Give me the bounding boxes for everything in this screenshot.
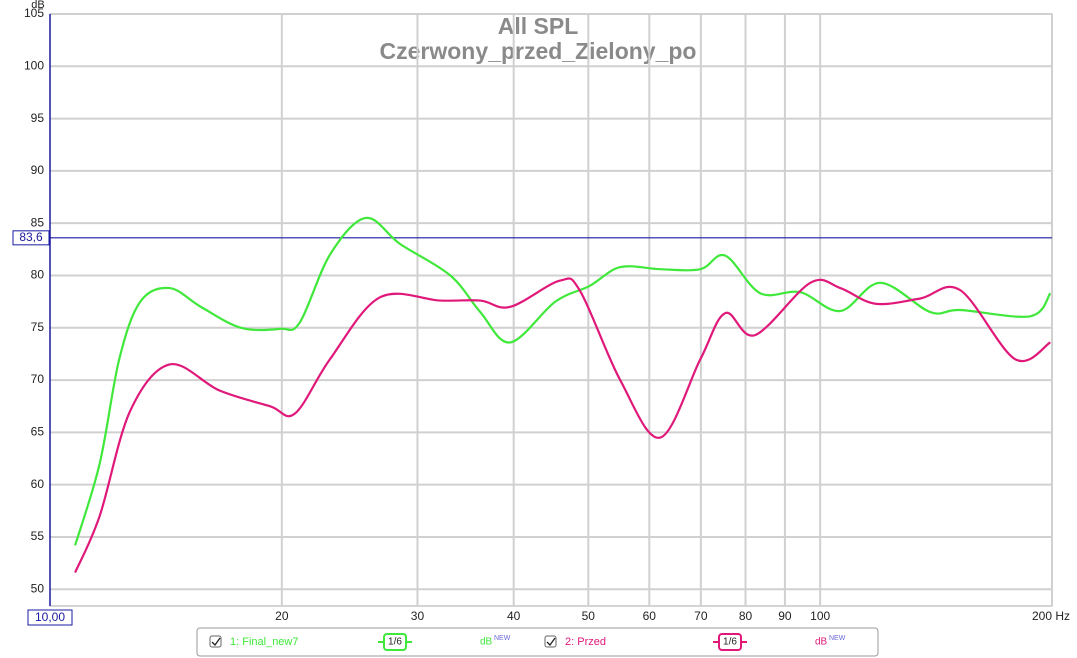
x-tick-label: 90 — [778, 609, 792, 623]
legend-label: 2: Przed — [565, 636, 606, 648]
y-tick-label: 70 — [31, 372, 45, 386]
unit-label: dB — [815, 637, 828, 648]
x-tick-label: 100 — [810, 609, 830, 623]
unit-badge: NEW — [829, 635, 846, 642]
cursor-box — [27, 609, 73, 626]
checkmark — [546, 637, 556, 647]
y-tick-label: 95 — [31, 111, 45, 125]
series-line — [74, 277, 1051, 573]
y-tick-label: 105 — [24, 6, 44, 20]
y-tick-label: 90 — [31, 163, 45, 177]
smoothing-box — [718, 633, 742, 651]
checkmark — [211, 637, 221, 647]
x-tick-label: 70 — [694, 609, 708, 623]
x-tick-label: 60 — [643, 609, 657, 623]
y-tick-label: 85 — [31, 215, 45, 229]
smoothing-box — [383, 633, 407, 651]
x-tick-label: 30 — [411, 609, 425, 623]
legend-label: 1: Final_new7 — [230, 636, 299, 648]
x-tick-label: 20 — [275, 609, 289, 623]
cursor-x-label: 10,00 — [35, 610, 65, 624]
x-tick-label: 40 — [507, 609, 521, 623]
unit-label: dB — [480, 637, 493, 648]
y-tick-label: 50 — [31, 581, 45, 595]
checkbox — [209, 635, 222, 648]
smoothing-label: 1/6 — [723, 637, 737, 648]
series-line — [74, 216, 1052, 546]
chart-title: All SPL — [498, 13, 579, 39]
y-tick-label: 75 — [31, 320, 45, 334]
smoothing-label: 1/6 — [388, 637, 402, 648]
y-tick-label: 55 — [31, 529, 45, 543]
y-tick-label: 100 — [24, 58, 44, 72]
x-tick-label: 80 — [739, 609, 753, 623]
cursor-y-label: 83,6 — [19, 230, 43, 244]
x-tick-label: 200 Hz — [1032, 609, 1070, 623]
x-tick-label: 50 — [582, 609, 596, 623]
legend — [196, 627, 879, 657]
cursor-box — [12, 230, 50, 246]
y-tick-label: 80 — [31, 268, 45, 282]
unit-badge: NEW — [494, 635, 511, 642]
y-axis-label: dB — [31, 0, 44, 11]
checkbox — [544, 635, 557, 648]
y-tick-label: 65 — [31, 425, 45, 439]
y-tick-label: 60 — [31, 477, 45, 491]
chart-subtitle: Czerwony_przed_Zielony_po — [380, 38, 697, 64]
plot-area — [49, 13, 1053, 607]
